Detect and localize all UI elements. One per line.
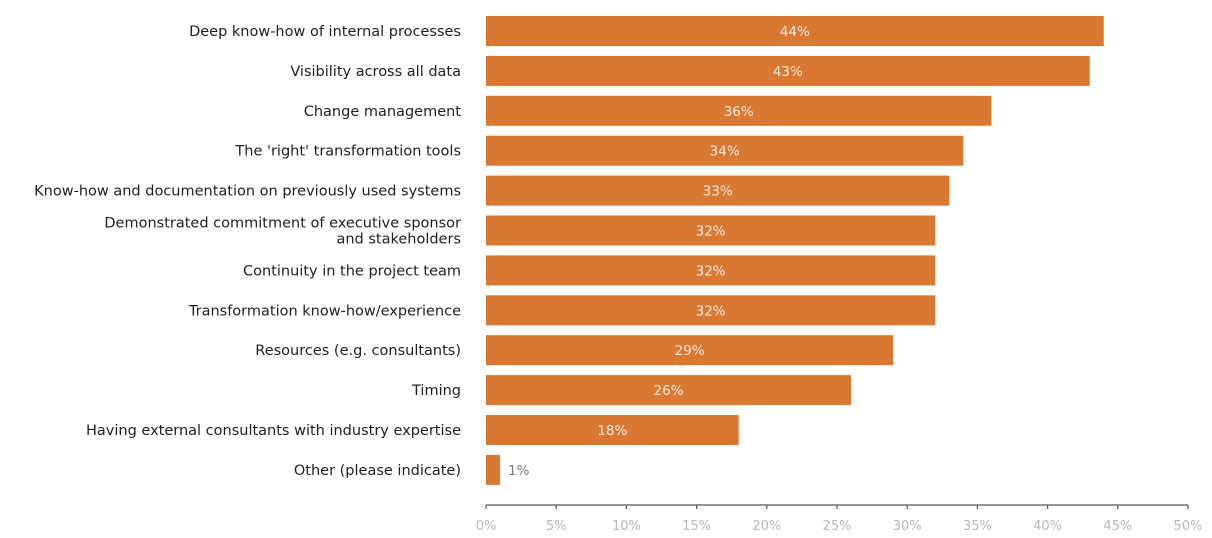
category-label: Timing xyxy=(411,383,461,399)
bar xyxy=(486,55,1090,86)
category-label: Change management xyxy=(304,104,462,120)
bar-value-label: 33% xyxy=(703,184,733,200)
bar xyxy=(486,215,936,246)
bar xyxy=(486,255,936,286)
x-tick-label: 40% xyxy=(1033,519,1062,534)
bar-value-label: 36% xyxy=(724,104,754,120)
category-label: Transformation know-how/experience xyxy=(188,303,461,319)
bar xyxy=(486,16,1104,46)
bar xyxy=(486,295,936,326)
bars-group: 44% 43% 36% 34% 33% 32% 32% 32% 29% 26% 18% 1% xyxy=(486,16,1104,485)
category-label: Visibility across all data xyxy=(290,64,461,80)
x-axis: 0% 5% 10% 15% 20% 25% 30% 35% 40% 45% 50% xyxy=(476,504,1203,534)
category-label: Other (please indicate) xyxy=(294,463,461,479)
bar-value-label: 18% xyxy=(597,423,627,439)
bar-value-label: 32% xyxy=(696,263,726,279)
bar-value-label: 26% xyxy=(654,383,684,399)
bar xyxy=(486,95,992,126)
bar xyxy=(486,135,964,166)
x-tick-label: 15% xyxy=(682,519,711,534)
x-tick-label: 0% xyxy=(476,519,497,534)
bar-value-label: 32% xyxy=(696,224,726,240)
x-tick-label: 35% xyxy=(963,519,992,534)
category-label: Resources (e.g. consultants) xyxy=(255,343,461,359)
category-label: Continuity in the project team xyxy=(243,263,461,279)
x-tick-label: 10% xyxy=(612,519,641,534)
category-label: Know-how and documentation on previously… xyxy=(34,184,461,200)
bar-value-label: 34% xyxy=(710,144,740,160)
bar-value-label: 44% xyxy=(780,24,810,40)
bar xyxy=(486,415,739,445)
category-label: Deep know-how of internal processes xyxy=(189,24,461,40)
bar-value-label: 1% xyxy=(508,463,530,479)
category-label: Having external consultants with industr… xyxy=(86,423,461,439)
bar xyxy=(486,335,894,366)
category-label: The 'right' transformation tools xyxy=(234,144,461,160)
bar xyxy=(486,375,852,406)
bar-value-label: 43% xyxy=(773,64,803,80)
bar xyxy=(486,454,501,485)
x-tick-label: 20% xyxy=(752,519,781,534)
x-tick-label: 45% xyxy=(1103,519,1132,534)
x-tick-label: 50% xyxy=(1174,519,1203,534)
x-tick-label: 5% xyxy=(546,519,567,534)
bar-value-label: 32% xyxy=(696,303,726,319)
bar xyxy=(486,175,950,206)
category-label: Demonstrated commitment of executive spo… xyxy=(104,216,461,248)
bar-value-label: 29% xyxy=(675,343,705,359)
category-labels-group: Deep know-how of internal processes Visib… xyxy=(34,24,461,479)
x-tick-label: 25% xyxy=(823,519,852,534)
x-tick-label: 30% xyxy=(893,519,922,534)
